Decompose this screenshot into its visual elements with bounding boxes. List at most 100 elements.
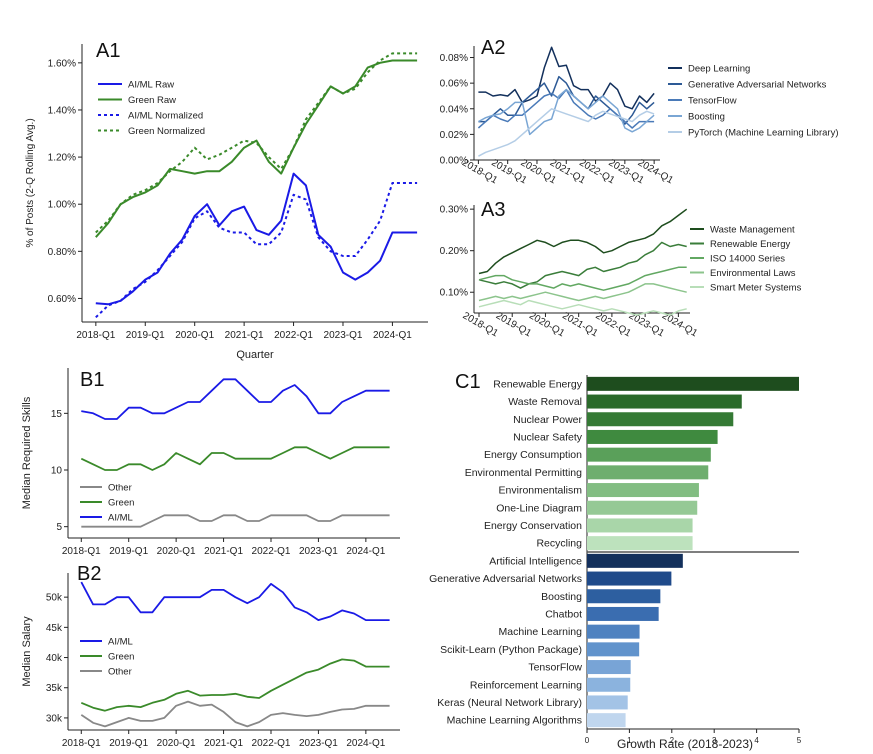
bar-keras-neural-network-library (587, 695, 628, 710)
x-tick-label: 2020-Q1 (175, 330, 214, 341)
category-label-energy-consumption: Energy Consumption (484, 449, 582, 461)
y-axis-label: Median Required Skills (21, 396, 33, 509)
x-tick-label: 2024-Q1 (373, 330, 412, 341)
x-tick-label: 4 (754, 736, 759, 745)
x-tick-label: 2023-Q1 (299, 738, 338, 749)
x-tick-label: 2020-Q1 (527, 310, 567, 339)
x-tick-label: 2021-Q1 (204, 546, 243, 557)
category-label-renewable-energy: Renewable Energy (493, 378, 582, 390)
bar-waste-removal (587, 394, 742, 409)
y-tick-label: 45k (46, 623, 63, 634)
panel-label-a3: A3 (481, 199, 505, 221)
legend-label-waste-management: Waste Management (710, 225, 795, 236)
legend-label-ai-ml-normalized: AI/ML Normalized (128, 111, 203, 122)
y-tick-label: 1.40% (48, 105, 76, 116)
y-tick-label: 0.60% (48, 294, 76, 305)
legend-label-other: Other (108, 667, 132, 678)
bar-artificial-intelligence (587, 553, 683, 568)
x-tick-label: 2019-Q1 (494, 310, 534, 339)
category-label-waste-removal: Waste Removal (508, 396, 582, 408)
x-tick-label: 2022-Q1 (252, 546, 291, 557)
series-line-iso-14000-series (478, 266, 687, 291)
legend-label-smart-meter-systems: Smart Meter Systems (710, 283, 802, 294)
legend-label-green-normalized: Green Normalized (128, 126, 205, 137)
bar-nuclear-power (587, 412, 734, 427)
bar-scikit-learn-python-package (587, 642, 640, 657)
category-label-environmental-permitting: Environmental Permitting (465, 467, 582, 479)
bar-machine-learning (587, 624, 640, 639)
legend-label-ai-ml: AI/ML (108, 513, 133, 524)
category-label-boosting: Boosting (541, 591, 582, 603)
series-line-green-raw (95, 59, 418, 238)
panel-b2: 30k 35k 40k 45k 50k 2018-Q1 2019-Q1 2020-Q1 2021… (21, 573, 400, 749)
x-tick-label: 2019-Q1 (109, 738, 148, 749)
y-tick-label: 0.02% (440, 130, 468, 141)
x-tick-label: 2020-Q1 (157, 738, 196, 749)
y-tick-label: 0.10% (440, 288, 468, 299)
category-label-scikit-learn-python-package: Scikit-Learn (Python Package) (440, 644, 582, 656)
bar-boosting (587, 589, 661, 604)
series-line-smart-meter-systems (478, 299, 687, 316)
legend-label-ai-ml: AI/ML (108, 637, 133, 648)
x-tick-label: 2021-Q1 (225, 330, 264, 341)
x-tick-label: 2020-Q1 (157, 546, 196, 557)
category-label-machine-learning-algorithms: Machine Learning Algorithms (447, 715, 582, 727)
x-tick-label: 0 (585, 736, 590, 745)
x-tick-label: 1 (627, 736, 632, 745)
y-axis-label: % of Posts (2-Q Rolling Avg.) (25, 118, 36, 247)
x-tick-label: 2018-Q1 (76, 330, 115, 341)
bar-machine-learning-algorithms (587, 713, 626, 728)
bar-environmental-permitting (587, 465, 709, 480)
y-tick-label: 0.80% (48, 247, 76, 258)
x-tick-label: 2022-Q1 (252, 738, 291, 749)
y-tick-label: 10 (51, 466, 63, 477)
bar-reinforcement-learning (587, 677, 631, 692)
y-tick-label: 0.30% (440, 205, 468, 216)
panel-a3: 0.10% 0.20% 0.30% 2018-Q12019-Q12020-Q12021… (440, 205, 802, 340)
y-tick-label: 0.08% (440, 53, 468, 64)
y-tick-label: 15 (51, 409, 63, 420)
category-label-chatbot: Chatbot (545, 608, 582, 620)
legend-label-boosting: Boosting (688, 112, 725, 123)
series-line-deep-learning (478, 46, 655, 110)
x-tick-label: 5 (797, 736, 802, 745)
category-label-tensorflow: TensorFlow (528, 662, 582, 674)
x-tick-label: 2021-Q1 (560, 310, 600, 339)
x-tick-label: 2019-Q1 (126, 330, 165, 341)
x-tick-label: 2018-Q1 (62, 738, 101, 749)
bar-energy-conservation (587, 518, 693, 533)
bar-environmentalism (587, 483, 699, 498)
panel-label-b2: B2 (77, 563, 101, 585)
legend-label-tensorflow: TensorFlow (688, 96, 737, 107)
panel-label-a1: A1 (96, 40, 120, 62)
category-label-one-line-diagram: One-Line Diagram (496, 502, 582, 514)
x-tick-label: 2023-Q1 (299, 546, 338, 557)
y-tick-label: 1.00% (48, 200, 76, 211)
x-tick-label: 2021-Q1 (204, 738, 243, 749)
legend-label-deep-learning: Deep Learning (688, 64, 750, 75)
panel-a2: 0.00%0.02%0.04%0.06%0.08%2018-Q12019-Q12… (440, 46, 838, 187)
category-label-machine-learning: Machine Learning (499, 626, 583, 638)
category-label-environmentalism: Environmentalism (499, 485, 583, 497)
x-axis-label: Growth Rate (2018-2023) (617, 737, 753, 751)
y-tick-label: 50k (46, 593, 63, 604)
legend-label-renewable-energy: Renewable Energy (710, 239, 791, 250)
series-line-boosting (478, 88, 655, 136)
series-line-generative-adversarial-networks (478, 75, 655, 125)
x-tick-label: 2018-Q1 (461, 310, 501, 339)
bar-nuclear-safety (587, 429, 718, 444)
series-line-ai-ml-normalized (95, 182, 418, 319)
series-line-ai-ml (80, 581, 390, 621)
x-tick-label: 2 (670, 736, 675, 745)
x-tick-label: 2023-Q1 (324, 330, 363, 341)
series-line-ai-ml (81, 378, 390, 420)
category-label-nuclear-power: Nuclear Power (513, 414, 582, 426)
series-line-waste-management (478, 208, 688, 275)
x-tick-label: 2018-Q1 (62, 546, 101, 557)
x-tick-label: 2019-Q1 (109, 546, 148, 557)
panel-a1: 0.60% 0.80% 1.00% 1.20% 1.40% 1.60% 2018-Q1 201… (25, 44, 428, 361)
series-line-pytorch-machine-learning-library (478, 108, 655, 157)
series-line-other (81, 514, 390, 528)
y-tick-label: 0.20% (440, 246, 468, 257)
legend-label-other: Other (108, 483, 132, 494)
